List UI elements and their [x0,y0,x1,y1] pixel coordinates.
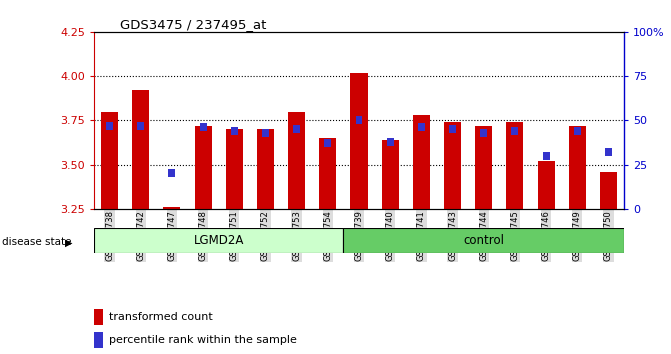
Bar [257,129,274,209]
Bar [511,127,518,135]
Bar [543,152,550,160]
Bar [231,127,238,135]
Text: control: control [463,234,504,247]
Bar [324,139,331,147]
Bar [94,309,103,325]
Bar [262,129,269,137]
Bar [605,148,612,156]
Bar [356,116,362,124]
Bar [574,127,580,135]
Text: LGMD2A: LGMD2A [193,234,244,247]
Bar [475,126,493,209]
Bar [344,228,624,253]
Bar [94,332,103,348]
Bar [600,172,617,209]
Bar [200,124,207,131]
Bar [293,125,300,133]
Bar [569,126,586,209]
Bar [94,228,344,253]
Bar [382,140,399,209]
Bar [444,122,461,209]
Text: disease state: disease state [2,238,72,247]
Bar [138,122,144,130]
Bar [225,129,243,209]
Text: transformed count: transformed count [109,312,213,322]
Bar [101,112,118,209]
Bar [288,112,305,209]
Bar [163,207,180,209]
Bar [449,125,456,133]
Bar [195,126,211,209]
Bar [106,122,113,130]
Bar [319,138,336,209]
Text: GDS3475 / 237495_at: GDS3475 / 237495_at [121,18,267,31]
Bar [413,115,430,209]
Bar [537,161,555,209]
Bar [507,122,523,209]
Bar [350,73,368,209]
Bar [386,138,394,145]
Bar [418,124,425,131]
Text: percentile rank within the sample: percentile rank within the sample [109,335,297,345]
Bar [168,170,175,177]
Bar [132,90,149,209]
Bar [480,129,487,137]
Text: ▶: ▶ [65,238,72,247]
